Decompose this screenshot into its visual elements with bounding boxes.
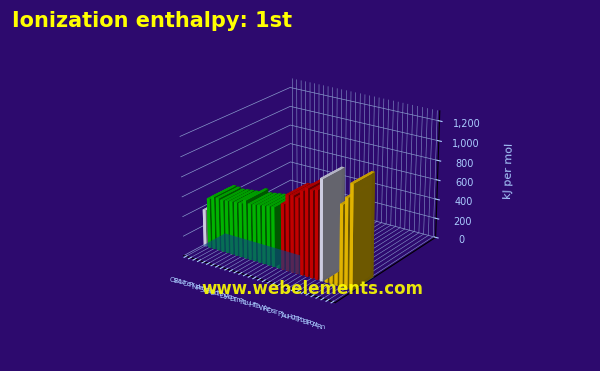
Text: www.webelements.com: www.webelements.com — [201, 280, 423, 298]
Text: Ionization enthalpy: 1st: Ionization enthalpy: 1st — [12, 11, 292, 31]
